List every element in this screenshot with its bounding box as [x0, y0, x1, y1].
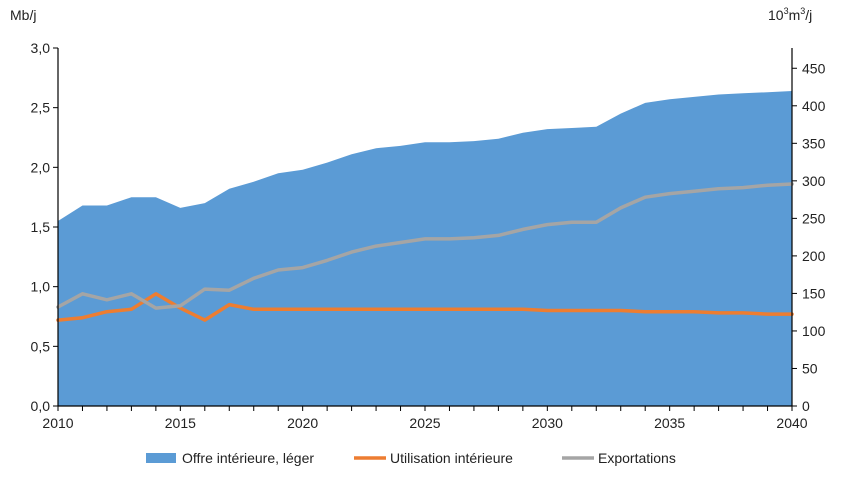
line-exportations	[56, 182, 794, 310]
left-axis-unit: Mb/j	[10, 7, 36, 23]
y-tick-label: 2,0	[31, 159, 51, 175]
y2-tick-label: 400	[802, 98, 826, 114]
y2-tick-label: 300	[802, 173, 826, 189]
line-utilisation-interieure	[56, 292, 794, 322]
area-offre-interieure-leger	[58, 91, 792, 406]
y2-tick-label: 450	[802, 60, 826, 76]
legend: Offre intérieure, léger Utilisation intér…	[146, 450, 676, 466]
x-tick-label: 2020	[287, 415, 318, 431]
right-axis-unit: 103m3/j	[768, 6, 812, 23]
y2-tick-label: 200	[802, 248, 826, 264]
legend-swatch-offre-interieure-leger	[146, 453, 176, 463]
y-tick-label: 3,0	[31, 40, 51, 56]
y-tick-label: 0,0	[31, 398, 51, 414]
y2-tick-label: 150	[802, 285, 826, 301]
y2-tick-label: 50	[802, 360, 818, 376]
x-tick-label: 2035	[654, 415, 685, 431]
x-tick-label: 2010	[42, 415, 73, 431]
x-tick-label: 2015	[165, 415, 196, 431]
x-tick-label: 2040	[776, 415, 807, 431]
y-tick-label: 1,0	[31, 279, 51, 295]
legend-label-offre-interieure-leger: Offre intérieure, léger	[182, 450, 314, 466]
x-tick-label: 2025	[409, 415, 440, 431]
y-tick-label: 2,5	[31, 100, 51, 116]
plot-area	[56, 91, 794, 406]
y-tick-label: 1,5	[31, 219, 51, 235]
y2-tick-label: 100	[802, 323, 826, 339]
y2-tick-label: 0	[802, 398, 810, 414]
y2-tick-label: 350	[802, 135, 826, 151]
y2-tick-label: 250	[802, 210, 826, 226]
legend-label-exportations: Exportations	[598, 450, 676, 466]
legend-label-utilisation-interieure: Utilisation intérieure	[390, 450, 513, 466]
y-tick-label: 0,5	[31, 338, 51, 354]
axes: 0,0 0,5 1,0 1,5 2,0 2,5 3,0 0 50 100 150 200 250 300 3…	[31, 40, 826, 431]
x-tick-label: 2030	[532, 415, 563, 431]
